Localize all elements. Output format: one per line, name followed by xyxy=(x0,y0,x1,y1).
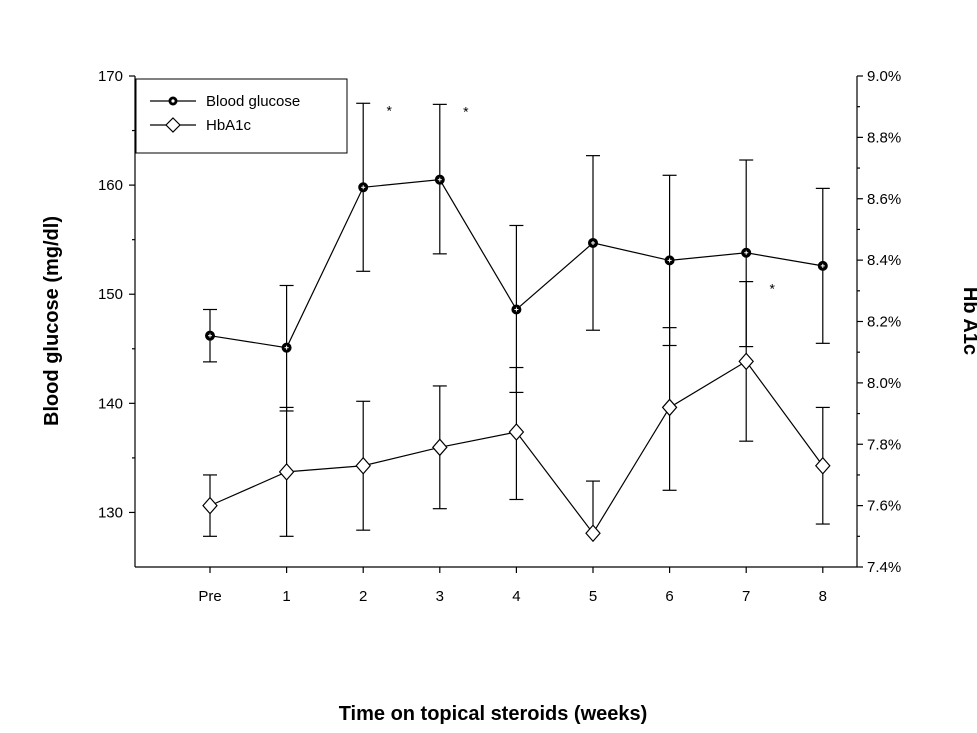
left-tick-label: 160 xyxy=(98,177,123,194)
legend-marker-center-blood-glucose xyxy=(171,99,175,103)
x-tick-label: 8 xyxy=(819,588,827,605)
legend: Blood glucose HbA1c xyxy=(135,78,348,154)
right-axis: 7.4% 7.6% 7.8% 8.0% 8.2% 8.4% 8.6% 8.8% 9.0% xyxy=(857,68,901,576)
hba1c-point xyxy=(585,524,601,543)
y-axis-title: Blood glucose (mg/dl) xyxy=(41,216,63,426)
legend-label-hba1c: HbA1c xyxy=(206,117,252,134)
left-axis: 130 140 150 160 170 xyxy=(98,68,135,521)
hba1c-point xyxy=(508,423,525,441)
x-tick-label: 3 xyxy=(436,588,444,605)
series-layer xyxy=(202,102,831,543)
left-tick-label: 140 xyxy=(98,395,123,412)
x-tick-label: 2 xyxy=(359,588,367,605)
legend-marker-hba1c xyxy=(165,117,181,133)
hba1c-point xyxy=(432,438,448,457)
legend-label-blood-glucose: Blood glucose xyxy=(206,93,300,110)
legend-box xyxy=(135,78,348,154)
x-tick-label: 4 xyxy=(512,588,520,605)
annotation-layer: * * * xyxy=(386,102,775,296)
hba1c-point xyxy=(815,456,831,475)
hba1c-point xyxy=(355,456,371,475)
x-tick-label: 7 xyxy=(742,588,750,605)
hba1c-point xyxy=(661,398,678,417)
significance-marker: * xyxy=(769,281,775,297)
x-tick-label: 6 xyxy=(665,588,673,605)
right-tick-label: 7.4% xyxy=(867,559,901,576)
right-tick-label: 7.8% xyxy=(867,436,901,453)
right-tick-label: 8.2% xyxy=(867,314,901,331)
right-tick-label: 7.6% xyxy=(867,498,901,515)
right-tick-label: 8.4% xyxy=(867,252,901,269)
x-tick-label: Pre xyxy=(198,588,221,605)
hba1c-point xyxy=(278,462,295,481)
left-tick-label: 170 xyxy=(98,68,123,85)
y2-axis-title: Hb A1c xyxy=(959,287,977,355)
right-tick-label: 9.0% xyxy=(867,68,901,85)
significance-marker: * xyxy=(386,102,392,118)
left-tick-label: 150 xyxy=(98,286,123,303)
left-tick-label: 130 xyxy=(98,504,123,521)
significance-marker: * xyxy=(463,103,469,119)
x-tick-label: 1 xyxy=(282,588,290,605)
right-tick-label: 8.8% xyxy=(867,129,901,146)
hba1c-point xyxy=(202,496,218,515)
right-tick-label: 8.0% xyxy=(867,375,901,392)
x-axis: Pre 1 2 3 4 5 6 7 8 xyxy=(198,567,827,605)
x-axis-title: Time on topical steroids (weeks) xyxy=(339,703,648,725)
right-tick-label: 8.6% xyxy=(867,191,901,208)
hba1c-point xyxy=(738,352,754,371)
x-tick-label: 5 xyxy=(589,588,597,605)
